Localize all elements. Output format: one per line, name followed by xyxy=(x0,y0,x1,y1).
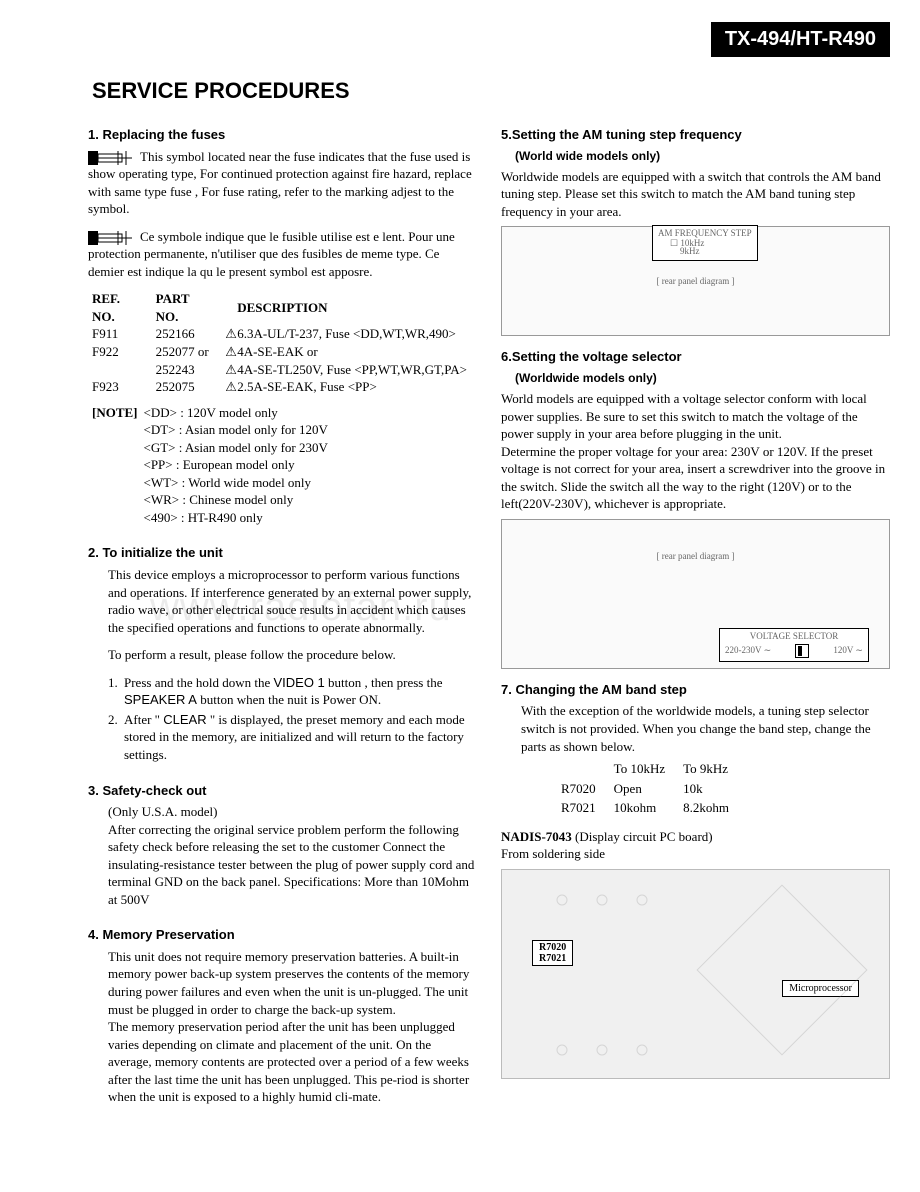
note-line: <DD> : 120V model only xyxy=(144,404,328,422)
section-1-p2-text: Ce symbole indique que le fusible utilis… xyxy=(88,229,455,279)
section-2: 2. To initialize the unit This device em… xyxy=(88,544,477,763)
table-row: R702110kohm8.2kohm xyxy=(561,798,747,818)
step-2: 2. After " CLEAR " is displayed, the pre… xyxy=(108,711,477,764)
section-3-sub: (Only U.S.A. model) xyxy=(108,803,477,821)
warning-icon: ⚠ xyxy=(225,325,237,343)
rear-panel-diagram-voltage: [ rear panel diagram ] VOLTAGE SELECTOR … xyxy=(501,519,890,669)
section-1-p1-text: This symbol located near the fuse indica… xyxy=(88,149,472,217)
note-block: [NOTE] <DD> : 120V model only <DT> : Asi… xyxy=(92,404,477,527)
warning-icon: ⚠ xyxy=(225,343,237,361)
content-columns: 1. Replacing the fuses This symbol locat… xyxy=(88,126,890,1124)
pcb-graphic-icon xyxy=(502,870,889,1078)
page-title: SERVICE PROCEDURES xyxy=(92,76,350,106)
section-6-heading: 6.Setting the voltage selector xyxy=(501,348,890,366)
diagram-placeholder-icon: [ rear panel diagram ] xyxy=(657,550,735,562)
table-row: R7020Open10k xyxy=(561,779,747,799)
pcb-sub: From soldering side xyxy=(501,845,890,863)
am-freq-callout: AM FREQUENCY STEP ☐ 10kHz 9kHz xyxy=(652,225,758,261)
warning-icon: ⚠ xyxy=(225,378,237,396)
section-3: 3. Safety-check out (Only U.S.A. model) … xyxy=(88,782,477,909)
section-4-heading: 4. Memory Preservation xyxy=(88,926,477,944)
section-3-heading: 3. Safety-check out xyxy=(88,782,477,800)
fuse-symbol-icon xyxy=(88,151,132,165)
right-column: 5.Setting the AM tuning step frequency (… xyxy=(501,126,890,1124)
model-badge: TX-494/HT-R490 xyxy=(711,22,890,57)
am-band-step-table: To 10kHz To 9kHz R7020Open10k R702110koh… xyxy=(561,759,747,818)
section-6-sub: (Worldwide models only) xyxy=(515,370,890,386)
section-5: 5.Setting the AM tuning step frequency (… xyxy=(501,126,890,336)
section-6-p2: Determine the proper voltage for your ar… xyxy=(501,443,890,513)
fuse-symbol-icon xyxy=(88,231,132,245)
table-row: F911252166⚠6.3A-UL/T-237, Fuse <DD,WT,WR… xyxy=(92,325,477,343)
th-warn xyxy=(225,290,237,325)
note-line: <GT> : Asian model only for 230V xyxy=(144,439,328,457)
section-7: 7. Changing the AM band step With the ex… xyxy=(501,681,890,1079)
section-6: 6.Setting the voltage selector (Worldwid… xyxy=(501,348,890,669)
section-2-p2: To perform a result, please follow the p… xyxy=(108,646,477,664)
note-line: <PP> : European model only xyxy=(144,456,328,474)
switch-icon xyxy=(795,644,809,658)
section-3-body: After correcting the original service pr… xyxy=(108,821,477,909)
th-refno: REF. NO. xyxy=(92,290,156,325)
section-5-body: Worldwide models are equipped with a swi… xyxy=(501,168,890,221)
th-partno: PART NO. xyxy=(156,290,226,325)
section-2-p1: This device employs a microprocessor to … xyxy=(108,566,477,636)
table-header-row: REF. NO. PART NO. DESCRIPTION xyxy=(92,290,477,325)
note-line: <DT> : Asian model only for 120V xyxy=(144,421,328,439)
note-line: <WR> : Chinese model only xyxy=(144,491,328,509)
pcb-title: NADIS-7043 (Display circuit PC board) xyxy=(501,828,890,846)
step-1: 1. Press and the hold down the VIDEO 1 b… xyxy=(108,674,477,709)
section-6-p1: World models are equipped with a voltage… xyxy=(501,390,890,443)
section-4: 4. Memory Preservation This unit does no… xyxy=(88,926,477,1105)
table-row: 252243⚠4A-SE-TL250V, Fuse <PP,WT,WR,GT,P… xyxy=(92,361,477,379)
note-lines: <DD> : 120V model only <DT> : Asian mode… xyxy=(144,404,328,527)
section-1-p2: Ce symbole indique que le fusible utilis… xyxy=(88,228,477,281)
section-5-heading: 5.Setting the AM tuning step frequency xyxy=(501,126,890,144)
section-2-heading: 2. To initialize the unit xyxy=(88,544,477,562)
note-line: <WT> : World wide model only xyxy=(144,474,328,492)
section-1-heading: 1. Replacing the fuses xyxy=(88,126,477,144)
section-1: 1. Replacing the fuses This symbol locat… xyxy=(88,126,477,526)
table-row: F923252075⚠2.5A-SE-EAK, Fuse <PP> xyxy=(92,378,477,396)
note-label: [NOTE] xyxy=(92,404,144,527)
table-row: F922252077 or⚠4A-SE-EAK or xyxy=(92,343,477,361)
section-2-steps: 1. Press and the hold down the VIDEO 1 b… xyxy=(108,674,477,764)
section-5-sub: (World wide models only) xyxy=(515,148,890,164)
rear-panel-diagram: [ rear panel diagram ] AM FREQUENCY STEP… xyxy=(501,226,890,336)
left-column: 1. Replacing the fuses This symbol locat… xyxy=(88,126,477,1124)
warning-icon: ⚠ xyxy=(225,361,237,379)
section-4-p1: This unit does not require memory preser… xyxy=(108,948,477,1018)
note-line: <490> : HT-R490 only xyxy=(144,509,328,527)
table-header-row: To 10kHz To 9kHz xyxy=(561,759,747,779)
section-4-p2: The memory preservation period after the… xyxy=(108,1018,477,1106)
section-7-heading: 7. Changing the AM band step xyxy=(501,681,890,699)
voltage-selector-callout: VOLTAGE SELECTOR 220-230V ∼ 120V ∼ xyxy=(719,628,869,662)
th-desc: DESCRIPTION xyxy=(237,290,477,325)
diagram-placeholder-icon: [ rear panel diagram ] xyxy=(657,275,735,287)
fuse-table: REF. NO. PART NO. DESCRIPTION F911252166… xyxy=(92,290,477,395)
section-7-body: With the exception of the worldwide mode… xyxy=(521,702,890,755)
section-1-p1: This symbol located near the fuse indica… xyxy=(88,148,477,218)
pcb-diagram: R7020 R7021 Microprocessor xyxy=(501,869,890,1079)
